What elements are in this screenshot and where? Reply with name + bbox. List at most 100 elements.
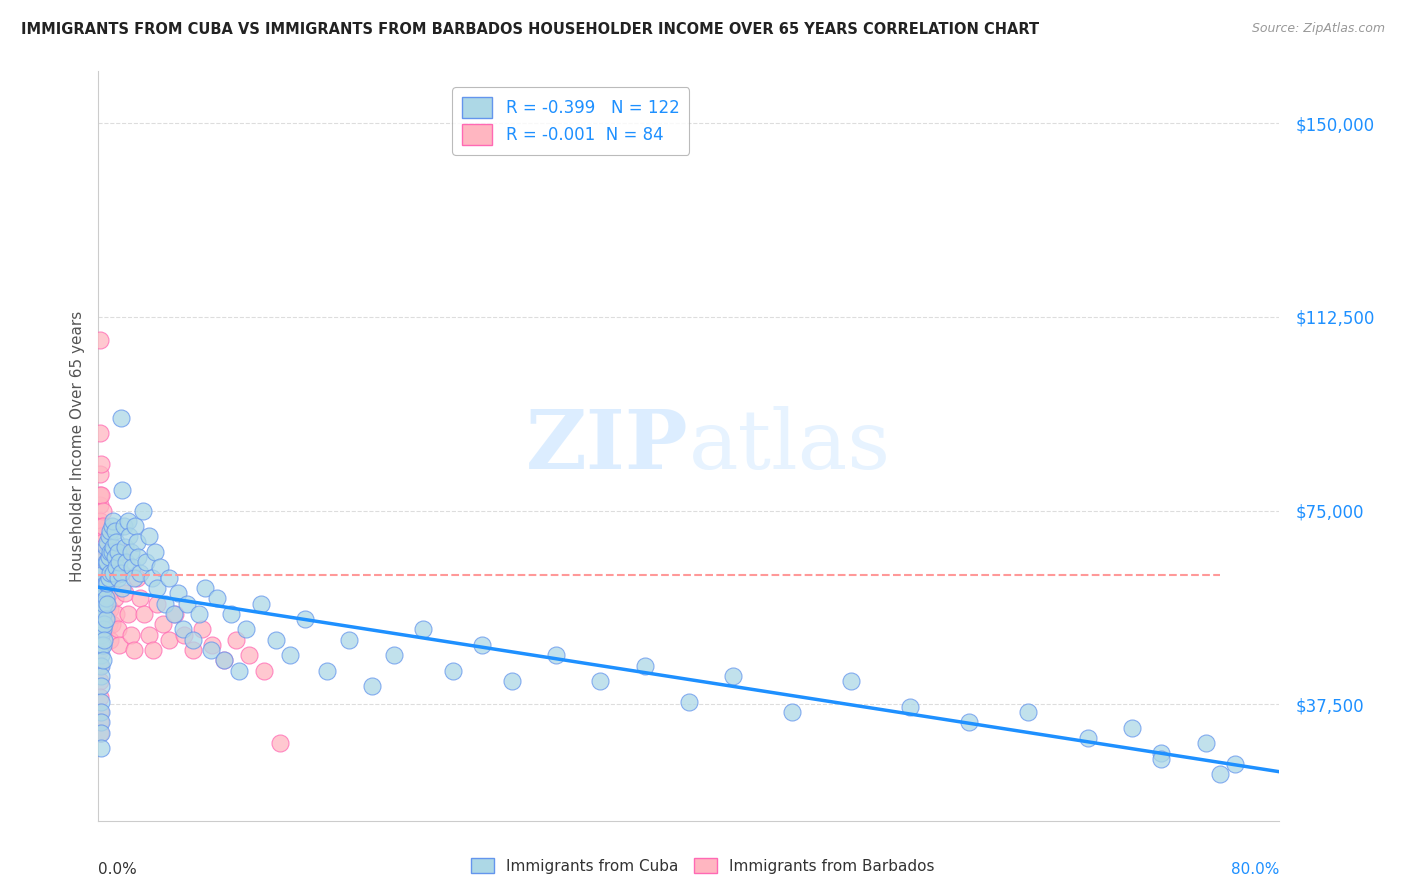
Point — [89, 426, 111, 441]
Legend: R = -0.399   N = 122, R = -0.001  N = 84: R = -0.399 N = 122, R = -0.001 N = 84 — [453, 87, 689, 154]
Point — [157, 632, 180, 647]
Point — [91, 566, 114, 580]
Point — [269, 736, 291, 750]
Point — [221, 607, 243, 621]
Point — [93, 632, 115, 647]
Point — [98, 632, 121, 647]
Point — [93, 617, 115, 632]
Text: atlas: atlas — [689, 406, 891, 486]
Point — [253, 664, 276, 678]
Point — [107, 623, 129, 637]
Point — [97, 617, 120, 632]
Point — [782, 705, 804, 719]
Point — [110, 410, 132, 425]
Point — [235, 623, 257, 637]
Point — [104, 591, 127, 606]
Point — [90, 555, 112, 569]
Point — [90, 617, 112, 632]
Point — [108, 555, 131, 569]
Point — [94, 540, 117, 554]
Point — [122, 571, 145, 585]
Point — [90, 669, 112, 683]
Point — [105, 560, 128, 574]
Point — [90, 638, 112, 652]
Point — [142, 643, 165, 657]
Point — [89, 643, 111, 657]
Point — [100, 617, 122, 632]
Point — [100, 545, 122, 559]
Point — [201, 638, 224, 652]
Text: ZIP: ZIP — [526, 406, 689, 486]
Point — [90, 457, 112, 471]
Point — [125, 534, 148, 549]
Point — [96, 597, 118, 611]
Point — [103, 566, 125, 580]
Point — [1018, 705, 1040, 719]
Point — [181, 632, 204, 647]
Point — [121, 560, 143, 574]
Point — [93, 623, 115, 637]
Text: Source: ZipAtlas.com: Source: ZipAtlas.com — [1251, 22, 1385, 36]
Point — [120, 545, 142, 559]
Point — [146, 581, 169, 595]
Point — [191, 623, 214, 637]
Point — [124, 519, 146, 533]
Point — [89, 581, 111, 595]
Point — [165, 607, 187, 621]
Point — [228, 664, 250, 678]
Point — [89, 597, 111, 611]
Point — [91, 653, 114, 667]
Point — [959, 715, 981, 730]
Point — [90, 597, 112, 611]
Point — [238, 648, 260, 663]
Point — [128, 566, 150, 580]
Point — [294, 612, 316, 626]
Point — [90, 550, 112, 565]
Point — [546, 648, 568, 663]
Point — [1209, 767, 1232, 781]
Point — [125, 571, 148, 585]
Point — [316, 664, 339, 678]
Point — [143, 545, 166, 559]
Point — [90, 581, 112, 595]
Point — [589, 674, 612, 689]
Point — [89, 545, 111, 559]
Point — [90, 695, 112, 709]
Point — [97, 529, 120, 543]
Point — [122, 643, 145, 657]
Point — [96, 601, 118, 615]
Point — [212, 653, 235, 667]
Point — [111, 483, 134, 497]
Point — [89, 333, 111, 347]
Point — [841, 674, 863, 689]
Point — [118, 529, 141, 543]
Text: 80.0%: 80.0% — [1232, 862, 1279, 877]
Point — [105, 534, 128, 549]
Point — [89, 560, 111, 574]
Point — [146, 597, 169, 611]
Point — [98, 545, 121, 559]
Point — [501, 674, 523, 689]
Point — [128, 591, 150, 606]
Point — [93, 597, 115, 611]
Point — [93, 550, 115, 565]
Point — [91, 550, 114, 565]
Point — [93, 581, 115, 595]
Point — [93, 571, 115, 585]
Point — [264, 632, 287, 647]
Point — [89, 499, 111, 513]
Point — [89, 540, 111, 554]
Point — [93, 540, 115, 554]
Point — [173, 627, 195, 641]
Point — [98, 566, 121, 580]
Text: 0.0%: 0.0% — [98, 862, 138, 877]
Point — [149, 560, 172, 574]
Point — [89, 566, 111, 580]
Point — [412, 623, 434, 637]
Point — [152, 617, 174, 632]
Point — [111, 566, 134, 580]
Point — [96, 576, 118, 591]
Point — [89, 467, 111, 482]
Point — [89, 674, 111, 689]
Point — [360, 679, 382, 693]
